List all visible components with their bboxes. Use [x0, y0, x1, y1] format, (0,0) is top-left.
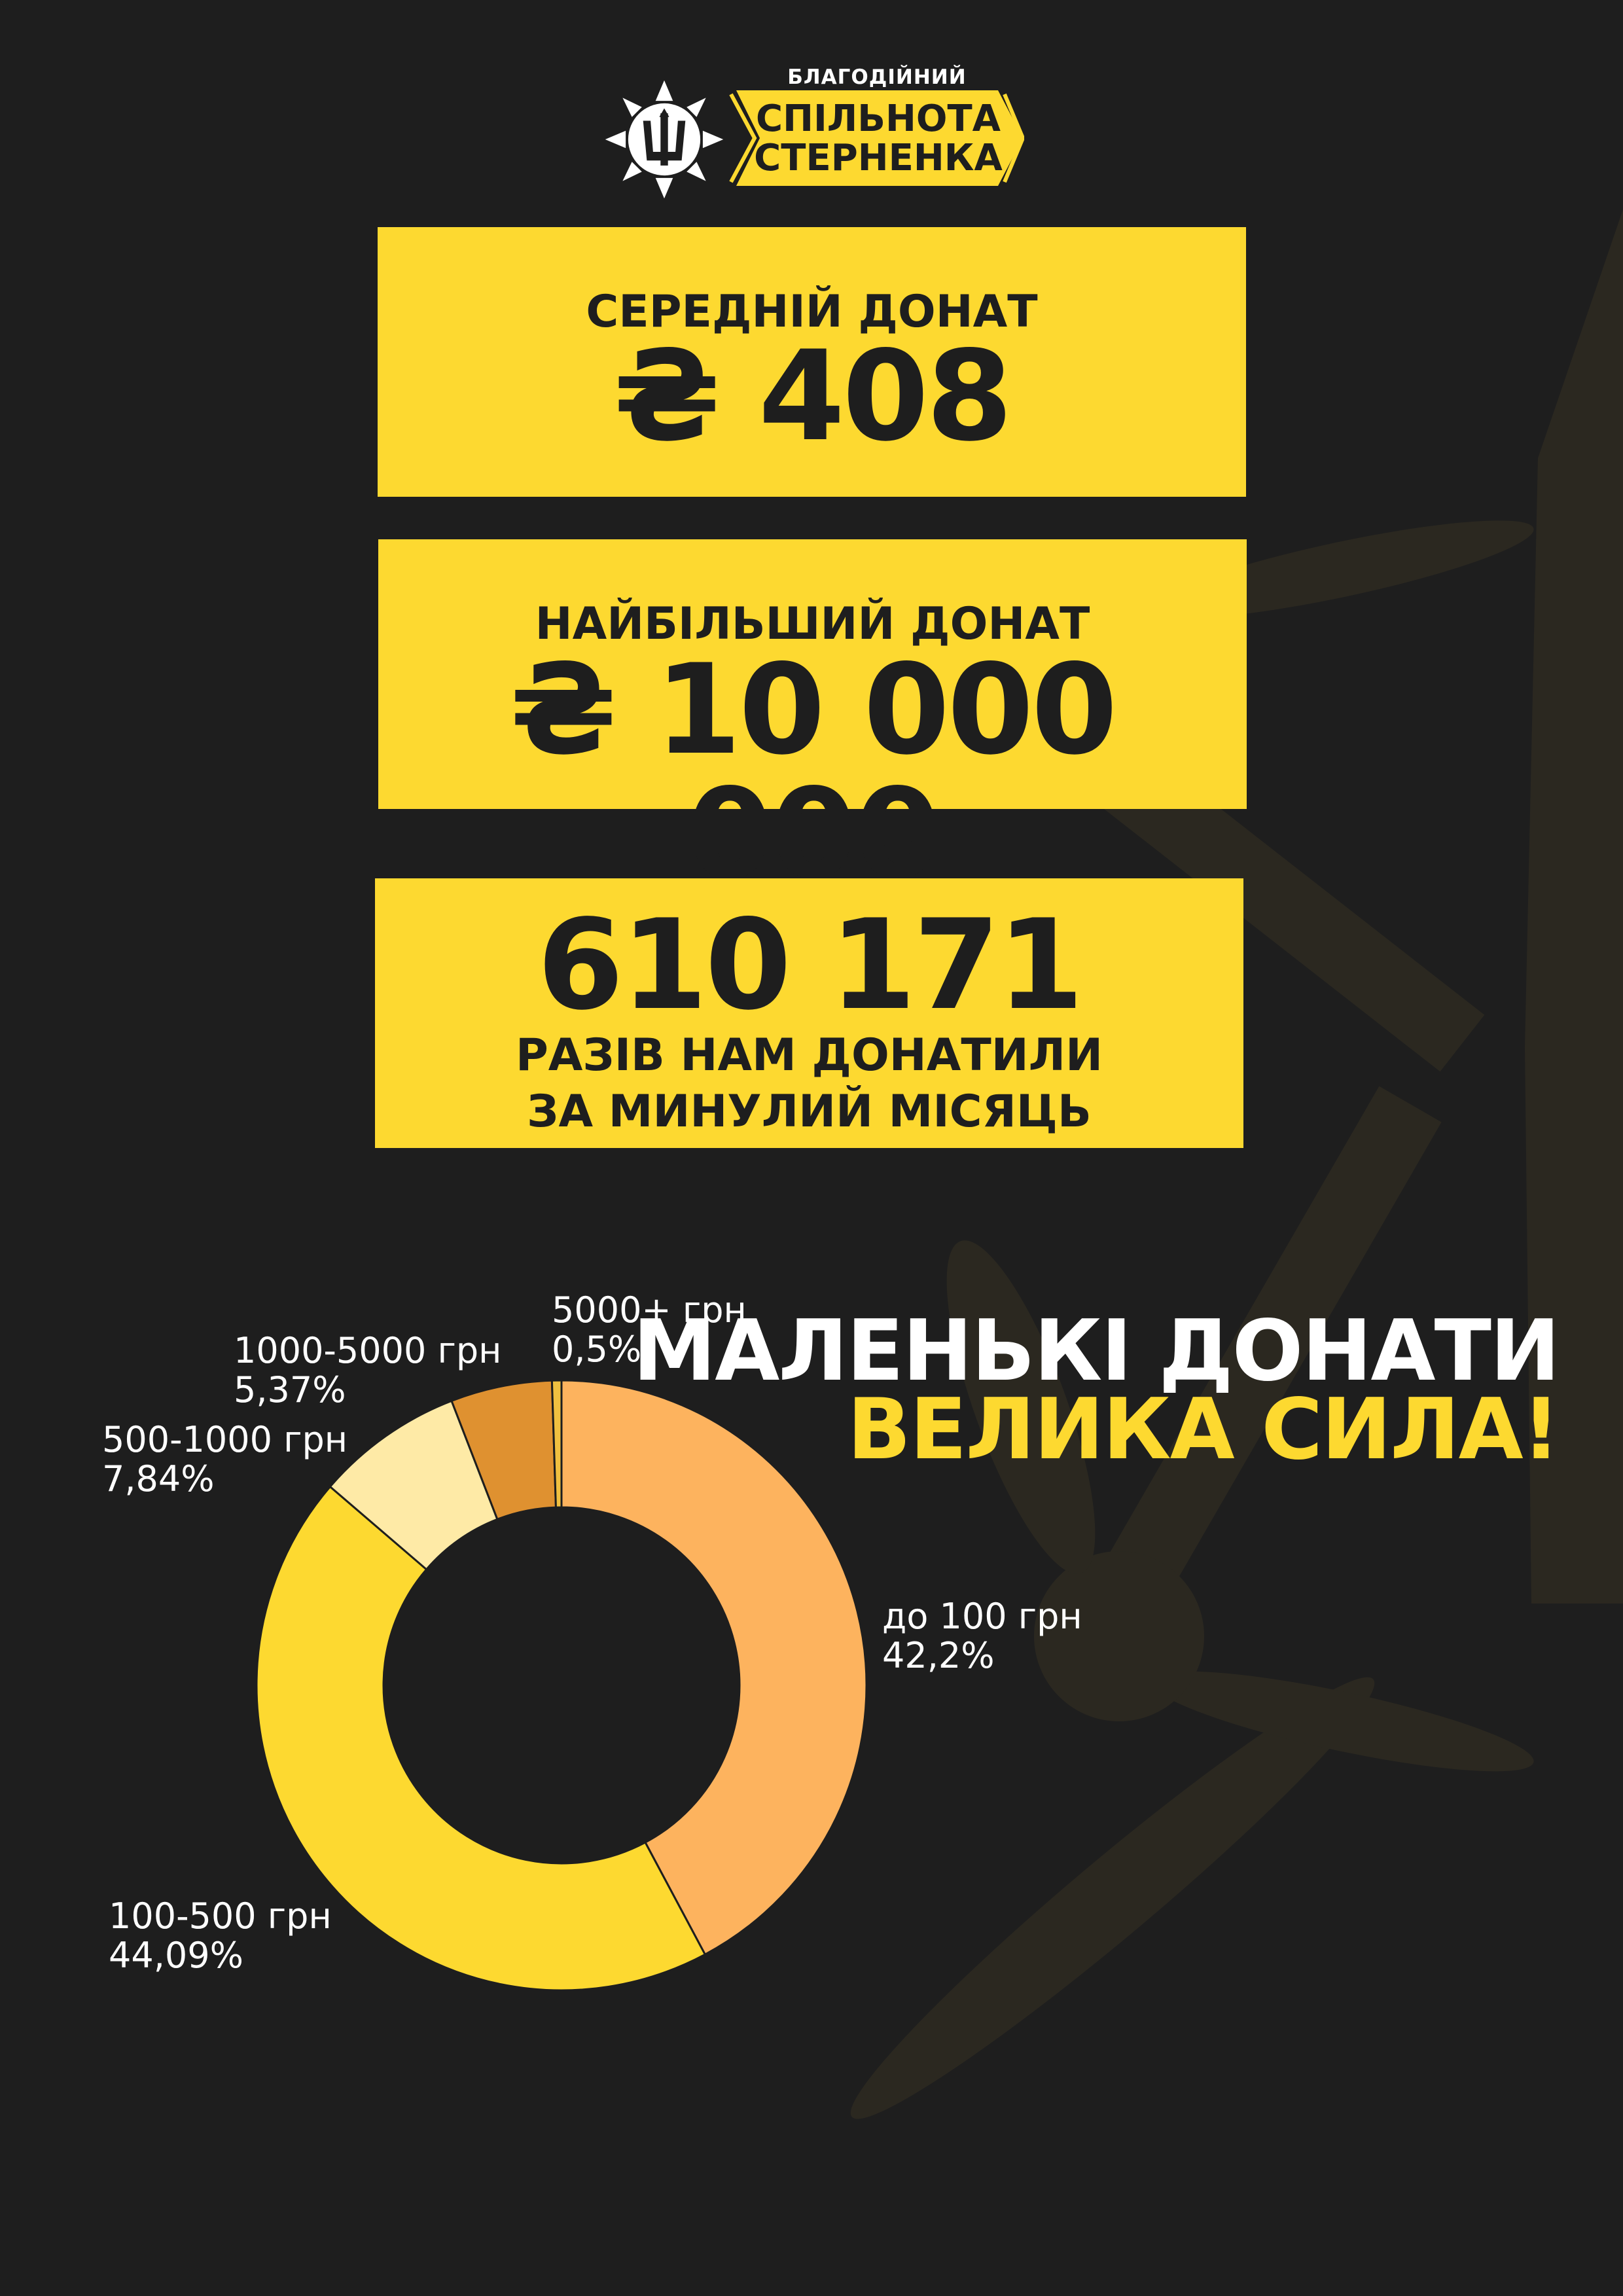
slice-label-name: до 100 грн: [882, 1596, 1082, 1637]
slice-label-name: 1000-5000 грн: [234, 1330, 502, 1371]
donation-count-card: 610 171 РАЗІВ НАМ ДОНАТИЛИ ЗА МИНУЛИЙ МІ…: [375, 878, 1243, 1148]
slice-label-name: 100-500 грн: [109, 1895, 332, 1937]
average-donation-value: ₴ 408: [613, 324, 1012, 469]
slice-label-value: 5,37%: [234, 1369, 346, 1410]
average-donation-card: СЕРЕДНІЙ ДОНАТ ₴ 408: [378, 227, 1246, 497]
slice-label-3: 500-1000 грн 7,84%: [102, 1420, 348, 1499]
slice-label-2: 100-500 грн 44,09%: [109, 1897, 332, 1975]
slice-label-value: 0,5%: [552, 1329, 642, 1370]
slice-label-1: до 100 грн 42,2%: [882, 1597, 1082, 1676]
trident-emblem-icon: [605, 80, 724, 199]
donut-slice-2: [255, 1485, 707, 1992]
largest-donation-label: НАЙБІЛЬШИЙ ДОНАТ: [535, 598, 1090, 650]
headline: МАЛЕНЬКІ ДОНАТИ ВЕЛИКА СИЛА!: [632, 1302, 1561, 1479]
slice-label-value: 42,2%: [882, 1635, 995, 1676]
slice-label-name: 5000+ грн: [552, 1289, 747, 1331]
donut-slice-1: [560, 1379, 868, 1956]
donation-count-label-line-2: ЗА МИНУЛИЙ МІСЯЦЬ: [527, 1086, 1092, 1138]
slice-label-value: 7,84%: [102, 1458, 215, 1499]
donation-count-value: 610 171: [537, 893, 1084, 1037]
slice-label-4: 1000-5000 грн 5,37%: [234, 1331, 501, 1410]
logo-badge-shape: [729, 90, 1024, 186]
headline-line-2: ВЕЛИКА СИЛА!: [847, 1381, 1561, 1479]
largest-donation-card: НАЙБІЛЬШИЙ ДОНАТ ₴ 10 000 000: [378, 539, 1247, 897]
donation-count-label-line-1: РАЗІВ НАМ ДОНАТИЛИ: [515, 1030, 1103, 1081]
slice-label-name: 500-1000 грн: [102, 1419, 348, 1460]
largest-donation-value: ₴ 10 000 000: [510, 637, 1118, 906]
slice-label-value: 44,09%: [109, 1935, 243, 1976]
headline-line-1: МАЛЕНЬКІ ДОНАТИ: [632, 1302, 1560, 1400]
average-donation-label: СЕРЕДНІЙ ДОНАТ: [586, 286, 1038, 338]
logo-line-1: СПІЛЬНОТА: [755, 98, 1001, 140]
foundation-logo: БЛАГОДІЙНИЙ ФОНД СПІЛЬНОТА СТЕРНЕНКА: [602, 65, 1027, 199]
donut-slice-5: [550, 1379, 563, 1509]
logo-line-2: СТЕРНЕНКА: [754, 137, 1003, 179]
slice-label-5: 5000+ грн 0,5%: [552, 1291, 747, 1369]
